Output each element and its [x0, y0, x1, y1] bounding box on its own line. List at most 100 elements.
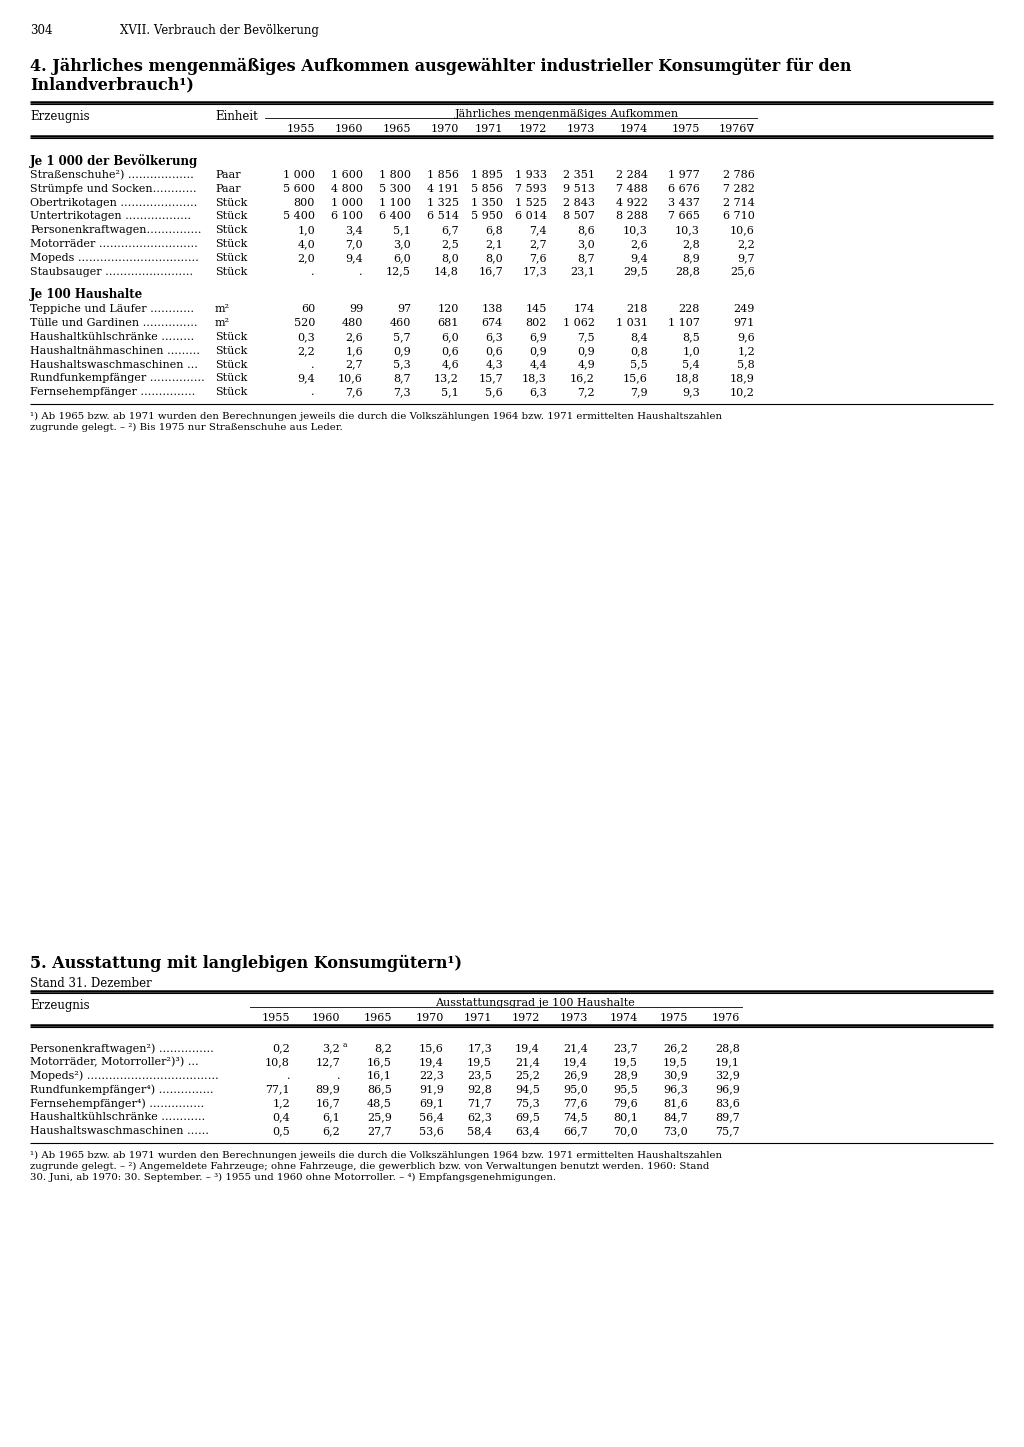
Text: Stück: Stück	[215, 331, 248, 341]
Text: 7,6: 7,6	[529, 253, 547, 263]
Text: 2 351: 2 351	[563, 169, 595, 179]
Text: zugrunde gelegt. – ²) Bis 1975 nur Straßenschuhe aus Leder.: zugrunde gelegt. – ²) Bis 1975 nur Straß…	[30, 423, 343, 433]
Text: 4,6: 4,6	[441, 360, 459, 369]
Text: 7 665: 7 665	[668, 211, 700, 221]
Text: 95,0: 95,0	[563, 1084, 588, 1094]
Text: 2 284: 2 284	[616, 169, 648, 179]
Text: 9,3: 9,3	[682, 388, 700, 396]
Text: 22,3: 22,3	[419, 1071, 444, 1081]
Text: 6 676: 6 676	[668, 184, 700, 194]
Text: 1 525: 1 525	[515, 198, 547, 207]
Text: 15,7: 15,7	[478, 373, 503, 383]
Text: 19,4: 19,4	[419, 1056, 444, 1066]
Text: 9,7: 9,7	[737, 253, 755, 263]
Text: 3 437: 3 437	[668, 198, 700, 207]
Text: 18,9: 18,9	[730, 373, 755, 383]
Text: Erzeugnis: Erzeugnis	[30, 110, 90, 123]
Text: Stück: Stück	[215, 360, 248, 369]
Text: 674: 674	[481, 318, 503, 328]
Text: 8,7: 8,7	[578, 253, 595, 263]
Text: 2,7: 2,7	[345, 360, 362, 369]
Text: 1,0: 1,0	[682, 346, 700, 356]
Text: 77,6: 77,6	[563, 1098, 588, 1108]
Text: 91,9: 91,9	[419, 1084, 444, 1094]
Text: 2,2: 2,2	[737, 239, 755, 249]
Text: 26,9: 26,9	[563, 1071, 588, 1081]
Text: 1 100: 1 100	[379, 198, 411, 207]
Text: 1972: 1972	[518, 124, 547, 135]
Text: 1971: 1971	[464, 1013, 492, 1023]
Text: 21,4: 21,4	[563, 1043, 588, 1053]
Text: 5,4: 5,4	[682, 360, 700, 369]
Text: Personenkraftwagen²) ……………: Personenkraftwagen²) ……………	[30, 1043, 214, 1053]
Text: m²: m²	[215, 318, 230, 328]
Text: 74,5: 74,5	[563, 1111, 588, 1121]
Text: 8,4: 8,4	[630, 331, 648, 341]
Text: 8 507: 8 507	[563, 211, 595, 221]
Text: Motorräder, Motorroller²)³) …: Motorräder, Motorroller²)³) …	[30, 1056, 199, 1066]
Text: 1 600: 1 600	[331, 169, 362, 179]
Text: Paar: Paar	[215, 184, 241, 194]
Text: 92,8: 92,8	[467, 1084, 492, 1094]
Text: 5,8: 5,8	[737, 360, 755, 369]
Text: 1972: 1972	[512, 1013, 540, 1023]
Text: 16,1: 16,1	[368, 1071, 392, 1081]
Text: 16,2: 16,2	[570, 373, 595, 383]
Text: 5 600: 5 600	[283, 184, 315, 194]
Text: 30. Juni, ab 1970: 30. September. – ³) 1955 und 1960 ohne Motorroller. – ⁴) Empf: 30. Juni, ab 1970: 30. September. – ³) 1…	[30, 1172, 556, 1182]
Text: 25,6: 25,6	[730, 266, 755, 276]
Text: 1970: 1970	[416, 1013, 444, 1023]
Text: 9,6: 9,6	[737, 331, 755, 341]
Text: 2,6: 2,6	[345, 331, 362, 341]
Text: Stück: Stück	[215, 211, 248, 221]
Text: 48,5: 48,5	[368, 1098, 392, 1108]
Text: .: .	[311, 388, 315, 396]
Text: Untertrikotagen ………………: Untertrikotagen ………………	[30, 211, 191, 221]
Text: 5 950: 5 950	[471, 211, 503, 221]
Text: 6,0: 6,0	[441, 331, 459, 341]
Text: Personenkraftwagen……………: Personenkraftwagen……………	[30, 226, 202, 236]
Text: 1973: 1973	[566, 124, 595, 135]
Text: 5. Ausstattung mit langlebigen Konsumgütern¹): 5. Ausstattung mit langlebigen Konsumgüt…	[30, 955, 462, 972]
Text: 96,9: 96,9	[715, 1084, 740, 1094]
Text: 75,7: 75,7	[716, 1126, 740, 1136]
Text: 0,3: 0,3	[297, 331, 315, 341]
Text: Ausstattungsgrad je 100 Haushalte: Ausstattungsgrad je 100 Haushalte	[435, 998, 635, 1009]
Text: 2 843: 2 843	[563, 198, 595, 207]
Text: 95,5: 95,5	[613, 1084, 638, 1094]
Text: 73,0: 73,0	[664, 1126, 688, 1136]
Text: 15,6: 15,6	[419, 1043, 444, 1053]
Text: 77,1: 77,1	[265, 1084, 290, 1094]
Text: 1974: 1974	[620, 124, 648, 135]
Text: 218: 218	[627, 304, 648, 314]
Text: 4,9: 4,9	[578, 360, 595, 369]
Text: 7,3: 7,3	[393, 388, 411, 396]
Text: 1 107: 1 107	[668, 318, 700, 328]
Text: 2,2: 2,2	[297, 346, 315, 356]
Text: 5,1: 5,1	[393, 226, 411, 236]
Text: Tülle und Gardinen ……………: Tülle und Gardinen ……………	[30, 318, 198, 328]
Text: 60: 60	[301, 304, 315, 314]
Text: 66,7: 66,7	[563, 1126, 588, 1136]
Text: 1 350: 1 350	[471, 198, 503, 207]
Text: 25,2: 25,2	[515, 1071, 540, 1081]
Text: 23,5: 23,5	[467, 1071, 492, 1081]
Text: 1 977: 1 977	[669, 169, 700, 179]
Text: Haushaltkühlschränke ………: Haushaltkühlschränke ………	[30, 331, 195, 341]
Text: 0,5: 0,5	[272, 1126, 290, 1136]
Text: Stück: Stück	[215, 253, 248, 263]
Text: 14,8: 14,8	[434, 266, 459, 276]
Text: 2,8: 2,8	[682, 239, 700, 249]
Text: 19,5: 19,5	[613, 1056, 638, 1066]
Text: 6 400: 6 400	[379, 211, 411, 221]
Text: 10,3: 10,3	[624, 226, 648, 236]
Text: 6,2: 6,2	[323, 1126, 340, 1136]
Text: 7,9: 7,9	[631, 388, 648, 396]
Text: 58,4: 58,4	[467, 1126, 492, 1136]
Text: 1,6: 1,6	[345, 346, 362, 356]
Text: 3,0: 3,0	[393, 239, 411, 249]
Text: 174: 174	[573, 304, 595, 314]
Text: 19,5: 19,5	[467, 1056, 492, 1066]
Text: Strümpfe und Socken…………: Strümpfe und Socken…………	[30, 184, 197, 194]
Text: 32,9: 32,9	[715, 1071, 740, 1081]
